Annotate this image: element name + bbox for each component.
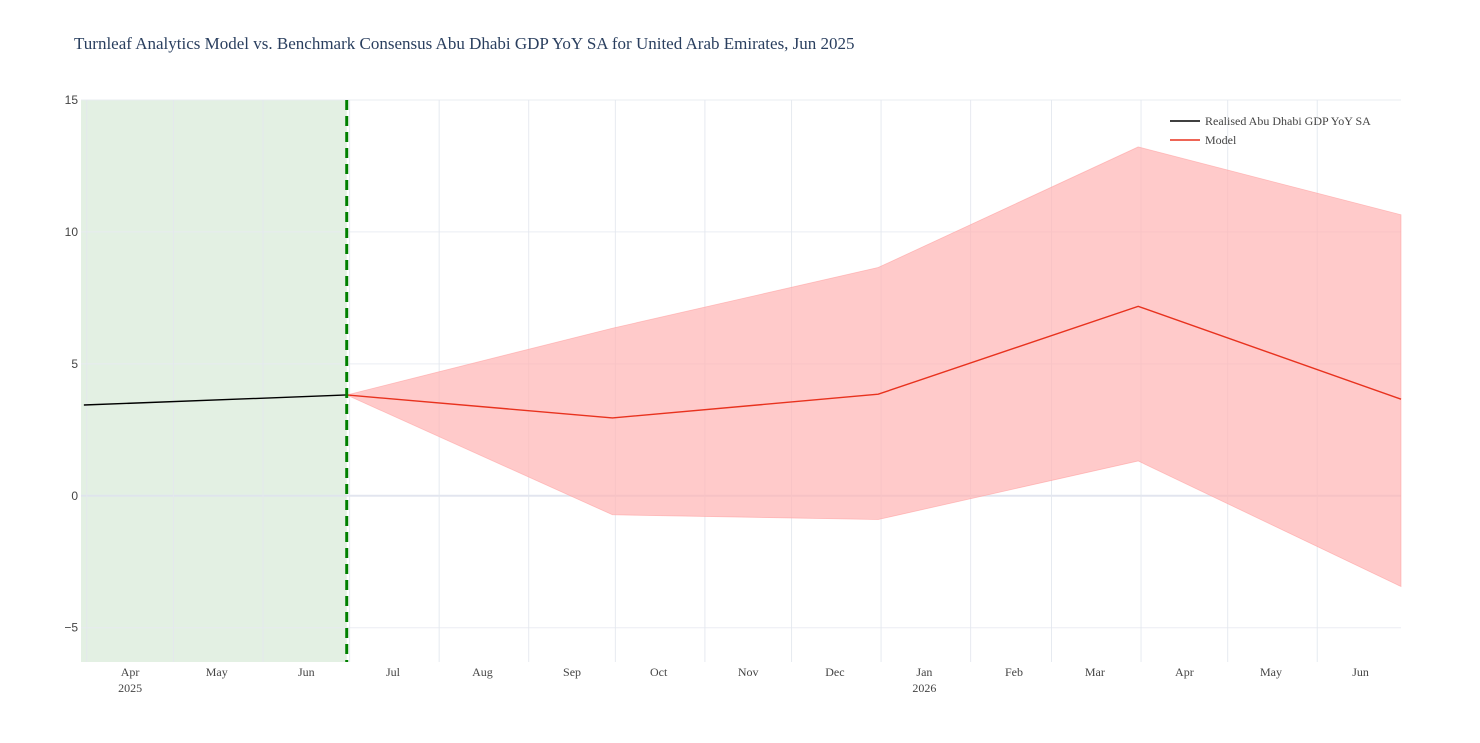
y-tick-label: 10 [65,225,79,239]
x-tick-label: Apr [1175,665,1194,679]
x-tick-label: Oct [650,665,668,679]
x-tick-year-label: 2025 [118,681,142,695]
x-tick-label: Jun [298,665,315,679]
x-tick-year-label: 2026 [912,681,936,695]
x-tick-label: Jul [386,665,401,679]
x-tick-label: May [1260,665,1282,679]
x-tick-label: Jan [916,665,932,679]
confidence-band-layer [345,146,1402,588]
legend[interactable]: Realised Abu Dhabi GDP YoY SA Model [1170,114,1371,147]
x-tick-label: Jun [1352,665,1369,679]
realised-series-line [83,394,347,406]
x-tick-label: Nov [738,665,759,679]
x-axis: Apr 2025 May Jun Jul Aug Sep Oct Nov Dec Jan 2026 Fe… [118,665,1369,695]
legend-item[interactable]: Model [1170,133,1237,147]
legend-label: Model [1205,133,1237,147]
y-tick-label: 0 [71,489,78,503]
model-confidence-band [345,146,1402,588]
x-tick-label: Feb [1005,665,1023,679]
y-axis: −5 0 5 10 15 [64,93,78,635]
x-tick-label: May [206,665,228,679]
x-tick-label: Dec [825,665,844,679]
x-tick-label: Mar [1085,665,1105,679]
x-tick-label: Aug [472,665,493,679]
y-tick-label: 5 [71,357,78,371]
legend-item[interactable]: Realised Abu Dhabi GDP YoY SA [1170,114,1371,128]
chart-title: Turnleaf Analytics Model vs. Benchmark C… [74,34,855,53]
x-tick-label: Apr [121,665,140,679]
x-tick-label: Sep [563,665,581,679]
shaded-region-layer [81,100,347,662]
shaded-history-region [81,100,347,662]
legend-label: Realised Abu Dhabi GDP YoY SA [1205,114,1371,128]
y-tick-label: 15 [65,93,79,107]
y-tick-label: −5 [64,621,78,635]
